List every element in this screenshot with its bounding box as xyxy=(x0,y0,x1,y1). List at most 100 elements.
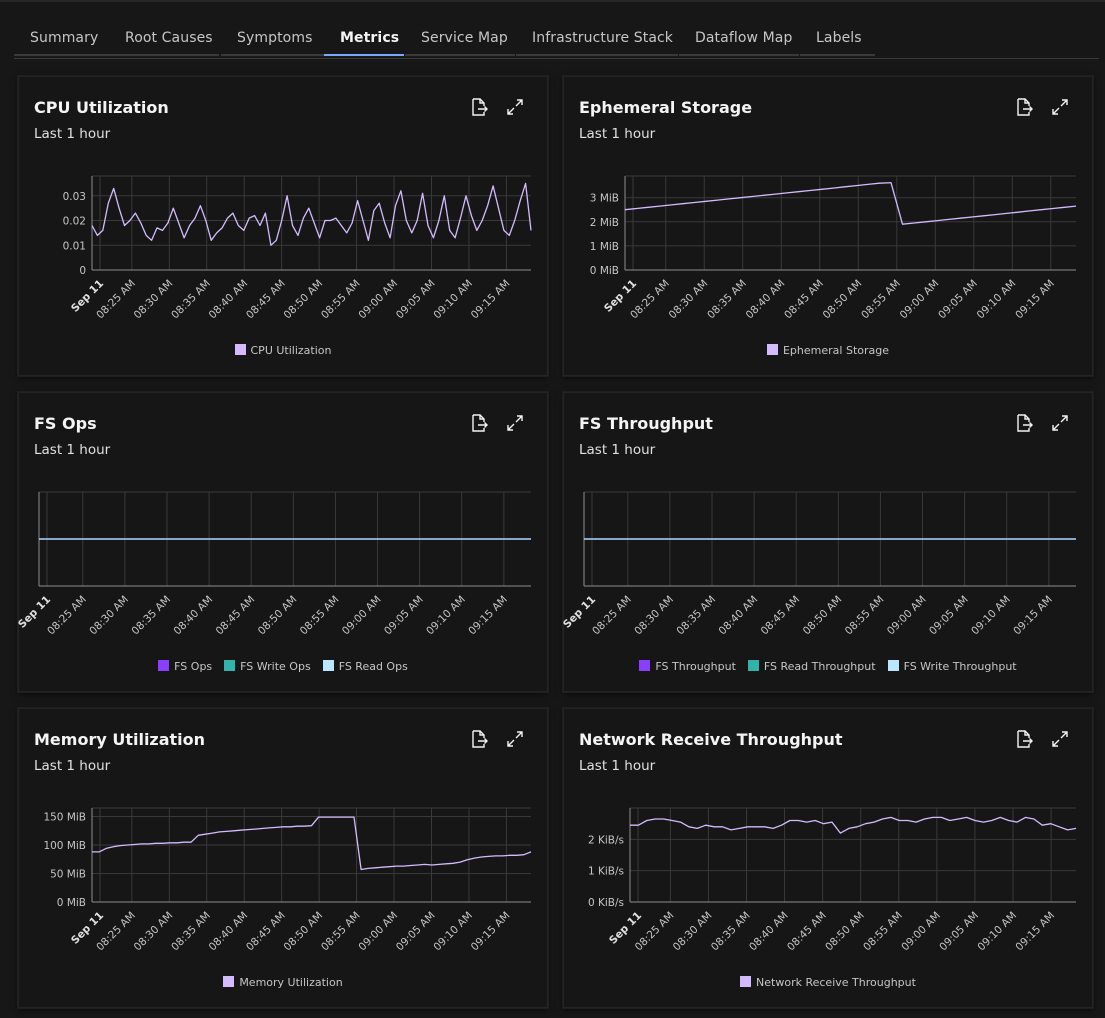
card-memory-utilization: Memory Utilization Last 1 hour Memory Ut… xyxy=(18,708,548,1008)
export-button[interactable] xyxy=(1013,728,1035,750)
x-tick-label: 08:35 AM xyxy=(674,594,718,638)
x-tick-label: 09:15 AM xyxy=(1011,594,1055,638)
y-tick-label: 0 MiB xyxy=(57,897,86,909)
card-title: Network Receive Throughput xyxy=(579,730,843,749)
x-tick-label: 09:05 AM xyxy=(382,594,426,638)
legend-item[interactable]: FS Read Ops xyxy=(322,660,408,673)
x-tick-label: 09:00 AM xyxy=(885,594,929,638)
x-tick-label: 08:35 AM xyxy=(169,278,213,322)
legend-item[interactable]: FS Throughput xyxy=(639,660,736,673)
chart-legend: Ephemeral Storage xyxy=(563,344,1093,357)
series-line-ephemeral-storage[interactable] xyxy=(624,182,1077,225)
x-tick-label: 08:35 AM xyxy=(705,278,749,322)
card-title: Ephemeral Storage xyxy=(579,98,753,117)
x-tick-label: 08:55 AM xyxy=(843,594,887,638)
legend-swatch xyxy=(223,976,235,987)
legend-item[interactable]: FS Ops xyxy=(158,660,212,673)
export-button[interactable] xyxy=(1013,412,1035,434)
x-tick-label: 08:35 AM xyxy=(709,910,753,954)
tab-metrics[interactable]: Metrics xyxy=(324,20,404,56)
card-title: CPU Utilization xyxy=(34,98,169,117)
x-tick-label: 09:05 AM xyxy=(937,910,981,954)
series-line-cpu-utilization[interactable] xyxy=(91,182,532,246)
x-tick-label: 08:45 AM xyxy=(785,910,829,954)
x-tick-label: 08:45 AM xyxy=(782,278,826,322)
x-tick-label: 08:25 AM xyxy=(590,594,634,638)
y-tick-label: 2 MiB xyxy=(590,217,619,229)
legend-item[interactable]: Memory Utilization xyxy=(223,976,343,989)
y-tick-label: 3 MiB xyxy=(590,193,619,205)
y-tick-label: 0.02 xyxy=(63,216,86,228)
card-ephemeral-storage: Ephemeral Storage Last 1 hour Ephemeral … xyxy=(563,76,1093,376)
x-tick-label: 08:30 AM xyxy=(132,278,176,322)
x-tick-label: 08:35 AM xyxy=(169,910,213,954)
export-button[interactable] xyxy=(468,728,490,750)
x-tick-label: 08:35 AM xyxy=(129,594,173,638)
legend-item[interactable]: Network Receive Throughput xyxy=(740,976,916,989)
x-tick-label: 08:55 AM xyxy=(861,910,905,954)
x-tick-label: 09:15 AM xyxy=(1013,278,1057,322)
tab-root-causes[interactable]: Root Causes xyxy=(109,20,219,56)
tab-infrastructure-stack[interactable]: Infrastructure Stack xyxy=(516,20,678,56)
legend-swatch xyxy=(322,660,334,671)
tab-summary[interactable]: Summary xyxy=(14,20,109,56)
export-button[interactable] xyxy=(468,96,490,118)
legend-label: CPU Utilization xyxy=(250,344,332,357)
tab-dataflow-map[interactable]: Dataflow Map xyxy=(679,20,799,56)
legend-swatch xyxy=(224,660,236,671)
maximize-button[interactable] xyxy=(1049,728,1071,750)
maximize-button[interactable] xyxy=(504,728,526,750)
x-tick-label: 09:05 AM xyxy=(394,278,438,322)
series-line-network-receive-throughput[interactable] xyxy=(630,816,1077,834)
x-tick-label: 09:15 AM xyxy=(466,594,510,638)
maximize-icon xyxy=(507,415,523,431)
export-icon xyxy=(472,414,488,432)
export-icon xyxy=(1017,730,1033,748)
y-tick-label: 0.01 xyxy=(63,240,86,252)
legend-label: Network Receive Throughput xyxy=(756,976,916,989)
maximize-button[interactable] xyxy=(1049,412,1071,434)
tab-labels[interactable]: Labels xyxy=(800,20,875,56)
legend-item[interactable]: FS Write Ops xyxy=(224,660,311,673)
x-tick-label: 09:10 AM xyxy=(424,594,468,638)
legend-item[interactable]: FS Read Throughput xyxy=(747,660,876,673)
card-frame xyxy=(563,392,1093,692)
maximize-button[interactable] xyxy=(504,412,526,434)
x-tick-label: 08:55 AM xyxy=(319,910,363,954)
maximize-icon xyxy=(507,99,523,115)
legend-label: FS Write Ops xyxy=(240,660,311,673)
y-tick-label: 150 MiB xyxy=(43,812,86,824)
export-icon xyxy=(472,730,488,748)
card-frame xyxy=(563,708,1093,1008)
legend-label: FS Ops xyxy=(174,660,213,673)
x-tick-label: 08:50 AM xyxy=(282,910,326,954)
tab-symptoms[interactable]: Symptoms xyxy=(221,20,324,56)
card-subtitle: Last 1 hour xyxy=(34,126,111,142)
card-subtitle: Last 1 hour xyxy=(579,442,656,458)
card-fs-ops: FS Ops Last 1 hour FS Ops FS Write Ops FS … xyxy=(18,392,548,692)
legend-item[interactable]: CPU Utilization xyxy=(234,344,332,357)
legend-label: FS Write Throughput xyxy=(903,660,1017,673)
card-network-receive-throughput: Network Receive Throughput Last 1 hour N… xyxy=(563,708,1093,1008)
maximize-icon xyxy=(1052,415,1068,431)
x-tick-label: 08:55 AM xyxy=(319,278,363,322)
maximize-button[interactable] xyxy=(504,96,526,118)
y-tick-label: 100 MiB xyxy=(43,840,86,852)
y-tick-label: 2 KiB/s xyxy=(588,834,624,846)
legend-swatch xyxy=(766,344,778,355)
maximize-icon xyxy=(1052,731,1068,747)
export-button[interactable] xyxy=(1013,96,1035,118)
card-title: FS Throughput xyxy=(579,414,713,433)
series-line-memory-utilization[interactable] xyxy=(92,816,532,871)
maximize-button[interactable] xyxy=(1049,96,1071,118)
card-fs-throughput: FS Throughput Last 1 hour FS Throughput F… xyxy=(563,392,1093,692)
x-tick-label: 09:00 AM xyxy=(356,910,400,954)
export-button[interactable] xyxy=(468,412,490,434)
tab-service-map[interactable]: Service Map xyxy=(405,20,515,56)
legend-item[interactable]: Ephemeral Storage xyxy=(766,344,889,357)
legend-item[interactable]: FS Write Throughput xyxy=(887,660,1017,673)
x-tick-label: 08:55 AM xyxy=(859,278,903,322)
x-tick-label: 09:05 AM xyxy=(936,278,980,322)
